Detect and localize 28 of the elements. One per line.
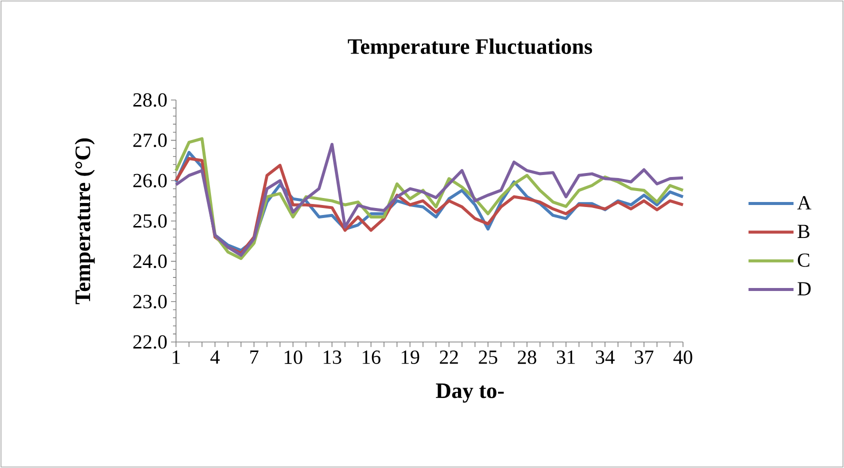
y-tick-label: 24.0 <box>133 254 167 268</box>
x-tick-label: 10 <box>284 350 302 364</box>
x-tick-label: 7 <box>250 350 258 364</box>
legend-label: B <box>798 224 810 238</box>
x-tick-label: 31 <box>556 350 575 364</box>
y-tick-label: 27.0 <box>133 134 167 148</box>
x-tick-label: 22 <box>440 350 458 364</box>
legend-label: C <box>798 253 810 267</box>
y-tick-label: 23.0 <box>133 294 167 308</box>
x-tick-label: 19 <box>402 350 420 364</box>
x-tick-label: 1 <box>172 350 180 364</box>
x-tick-label: 37 <box>634 350 654 364</box>
x-tick-label: 25 <box>478 350 498 364</box>
chart-title: Temperature Fluctuations <box>348 38 592 58</box>
legend-label: D <box>798 282 811 296</box>
y-tick-label: 28.0 <box>133 93 167 107</box>
x-tick-label: 40 <box>673 350 692 364</box>
y-tick-label: 26.0 <box>133 174 167 188</box>
x-tick-label: 16 <box>362 350 380 364</box>
x-tick-label: 13 <box>324 350 342 364</box>
y-tick-label: 22.0 <box>133 335 167 349</box>
x-tick-label: 4 <box>210 350 220 364</box>
legend-label: A <box>797 196 812 210</box>
x-tick-label: 28 <box>518 350 536 364</box>
x-tick-label: 34 <box>596 350 615 364</box>
y-axis-title: Temperature (°C) <box>74 138 95 304</box>
x-axis-title: Day to- <box>436 384 504 403</box>
y-tick-label: 25.0 <box>133 214 167 228</box>
